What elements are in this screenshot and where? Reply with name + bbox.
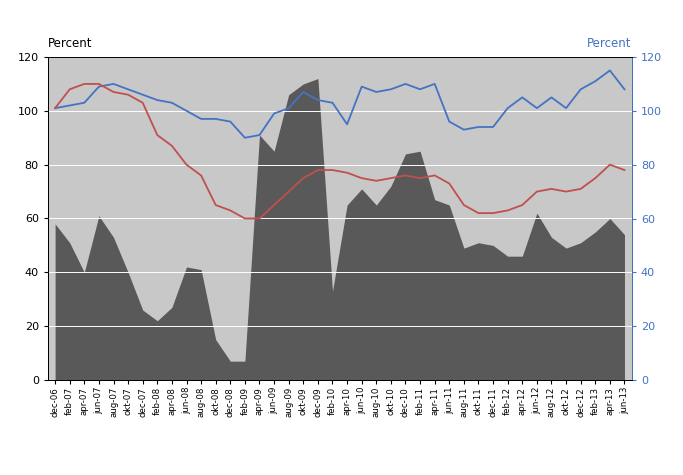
Text: Percent: Percent <box>48 37 92 50</box>
Text: Percent: Percent <box>587 37 632 50</box>
